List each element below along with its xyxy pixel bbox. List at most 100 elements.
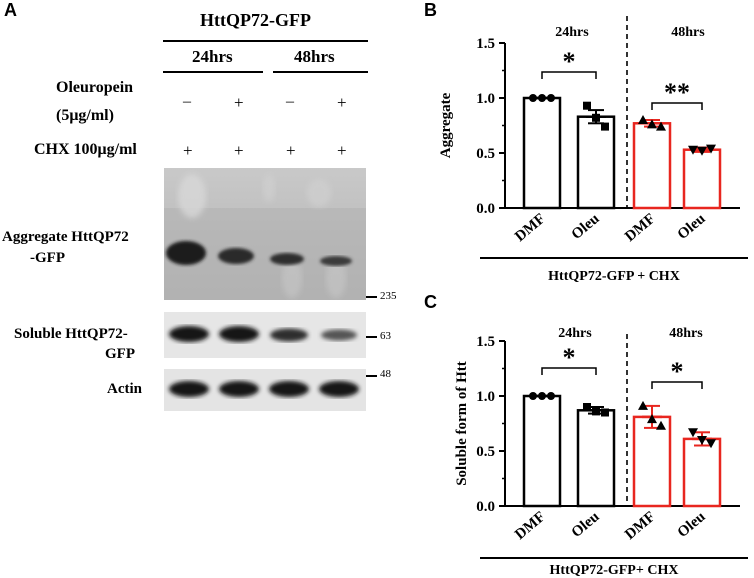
significance-marker: *	[671, 357, 684, 386]
significance-bracket	[541, 71, 597, 79]
significance-bracket	[541, 367, 597, 375]
row-label-chx: CHX 100μg/ml	[34, 141, 137, 158]
y-tick-label: 0.5	[476, 146, 495, 162]
row-label-oleuropein: Oleuropein	[56, 79, 134, 96]
marker-63: 63	[380, 330, 391, 342]
marker-48: 48	[380, 368, 391, 380]
data-point	[547, 392, 555, 400]
actin-blot-image	[164, 369, 366, 411]
group-label: 24hrs	[555, 25, 589, 40]
data-point	[592, 407, 600, 416]
data-point	[538, 94, 546, 102]
panel-c-label: C	[424, 292, 437, 312]
data-point	[547, 94, 555, 102]
significance-bracket	[651, 381, 703, 389]
category-label: Oleu	[675, 509, 709, 541]
y-tick-label: 1.0	[476, 389, 495, 405]
data-point	[647, 119, 657, 129]
data-point	[688, 428, 698, 438]
y-axis-label: Soluble form of Htt	[454, 361, 470, 486]
marker-235: 235	[380, 290, 397, 302]
data-point	[706, 439, 716, 449]
significance-marker: *	[563, 47, 576, 76]
chx-mark: +	[286, 141, 296, 160]
bar	[682, 148, 722, 210]
blot-header-line	[163, 40, 368, 42]
soluble-band-label-2: GFP	[105, 346, 135, 362]
marker-tick-235	[366, 296, 377, 298]
blot-timepoint-24: 24hrs	[192, 47, 233, 66]
x-axis-label: HttQP72-GFP+ CHX	[550, 563, 679, 578]
data-point	[697, 436, 707, 445]
blot-timepoint-48: 48hrs	[294, 47, 335, 66]
data-point	[538, 392, 546, 400]
data-point	[688, 145, 698, 155]
data-point	[529, 94, 537, 102]
x-axis-label: HttQP72-GFP + CHX	[548, 269, 680, 284]
bar	[522, 394, 562, 508]
soluble-blot-image	[164, 312, 366, 358]
marker-tick-48	[366, 375, 377, 377]
category-label: DMF	[622, 509, 658, 543]
panel-b-label: B	[424, 0, 437, 20]
group-label: 24hrs	[558, 326, 592, 341]
significance-marker: **	[664, 78, 690, 107]
significance-bracket	[651, 102, 703, 110]
bar	[682, 437, 722, 508]
y-tick-label: 1.0	[476, 91, 495, 107]
bar	[576, 115, 616, 210]
bar	[576, 409, 616, 508]
group-label: 48hrs	[669, 326, 703, 341]
data-point	[583, 101, 591, 110]
aggregate-blot-image	[164, 168, 366, 300]
oleuropein-mark: +	[337, 93, 347, 112]
bar	[632, 415, 672, 508]
category-label: Oleu	[569, 509, 603, 541]
blot-construct-header: HttQP72-GFP	[200, 10, 311, 30]
soluble-band-label: Soluble HttQP72-	[14, 326, 128, 342]
y-tick-label: 0.0	[476, 499, 495, 515]
soluble-bar-chart: 0.0 0.5 1.0 1.5 Soluble form of Htt 24hrs 48hr…	[454, 326, 748, 578]
data-point	[697, 146, 707, 156]
significance-marker: *	[563, 343, 576, 372]
chx-mark: +	[234, 141, 244, 160]
aggregate-band-label: Aggregate HttQP72	[2, 229, 129, 245]
data-point	[592, 113, 600, 122]
row-label-oleuropein-dose: (5μg/ml)	[56, 107, 114, 124]
data-point	[656, 121, 666, 131]
category-label: DMF	[512, 211, 548, 245]
category-label: Oleu	[675, 211, 709, 243]
data-point	[656, 420, 666, 430]
data-point	[583, 403, 591, 411]
blot-line-48	[273, 71, 368, 73]
group-label: 48hrs	[671, 25, 705, 40]
bar	[632, 122, 672, 210]
actin-band-label: Actin	[107, 381, 142, 397]
y-axis-label: Aggregate	[438, 92, 454, 158]
data-point	[601, 408, 609, 417]
oleuropein-mark: +	[234, 93, 244, 112]
marker-tick-63	[366, 336, 377, 338]
y-tick-label: 1.5	[476, 334, 495, 350]
data-point	[638, 400, 648, 410]
data-point	[638, 115, 648, 124]
y-tick-label: 1.5	[476, 36, 495, 52]
category-label: DMF	[622, 211, 658, 245]
category-label: Oleu	[569, 211, 603, 243]
chx-mark: +	[183, 141, 193, 160]
data-point	[601, 122, 609, 131]
aggregate-bar-chart: 0.0 0.5 1.0 1.5 Aggregate 24hrs 48hrs DMF Oleu DM…	[438, 16, 748, 284]
oleuropein-mark: –	[183, 93, 191, 110]
oleuropein-mark: –	[286, 93, 294, 110]
aggregate-band-label-2: -GFP	[30, 250, 65, 266]
category-label: DMF	[512, 509, 548, 543]
chx-mark: +	[337, 141, 347, 160]
bar	[522, 96, 562, 210]
blot-line-24	[163, 71, 263, 73]
data-point	[647, 414, 657, 424]
y-tick-label: 0.0	[476, 201, 495, 217]
data-point	[529, 392, 537, 400]
y-tick-label: 0.5	[476, 444, 495, 460]
data-point	[706, 144, 716, 154]
panel-a-label: A	[4, 0, 17, 20]
